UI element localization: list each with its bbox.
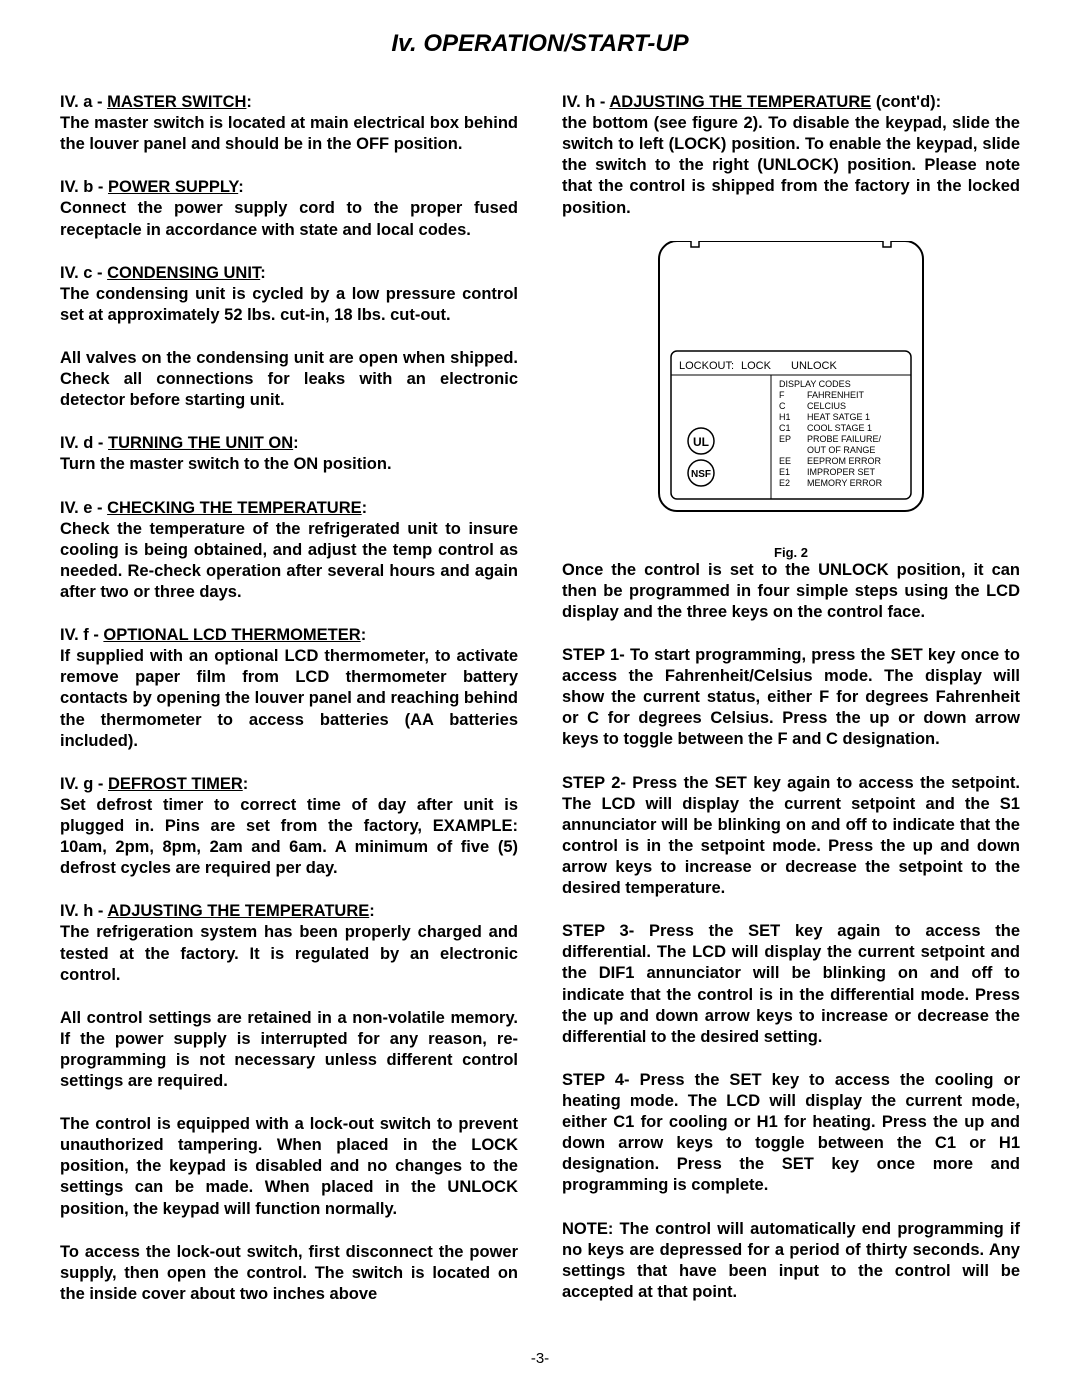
section-heading: IV. b - POWER SUPPLY: — [60, 177, 518, 198]
svg-text:COOL STAGE 1: COOL STAGE 1 — [807, 423, 872, 433]
section-body: Turn the master switch to the ON positio… — [60, 454, 518, 475]
section-heading: IV. d - TURNING THE UNIT ON: — [60, 433, 518, 454]
control-diagram: LOCKOUT: LOCK UNLOCK DISPLAY CODESF FAHRENHE… — [641, 241, 941, 531]
section-title: MASTER SWITCH — [107, 93, 246, 111]
paragraph: STEP 2- Press the SET key again to acces… — [562, 773, 1020, 900]
section: IV. e - CHECKING THE TEMPERATURE:Check t… — [60, 498, 518, 604]
section: IV. b - POWER SUPPLY:Connect the power s… — [60, 177, 518, 240]
paragraph: STEP 1- To start programming, press the … — [562, 645, 1020, 751]
svg-text:EP: EP — [779, 434, 791, 444]
svg-text:UL: UL — [693, 435, 709, 449]
section-id: IV. e - — [60, 499, 107, 517]
svg-text:F: F — [779, 390, 785, 400]
svg-text:C1: C1 — [779, 423, 791, 433]
section-body: The control is equipped with a lock-out … — [60, 1114, 518, 1220]
section-title: OPTIONAL LCD THERMOMETER — [103, 626, 360, 644]
section-body: To access the lock-out switch, first dis… — [60, 1242, 518, 1305]
section: IV. a - MASTER SWITCH:The master switch … — [60, 92, 518, 155]
page-number: -3- — [0, 1350, 1080, 1367]
section-id: IV. b - — [60, 178, 108, 196]
section: IV. c - CONDENSING UNIT:The condensing u… — [60, 263, 518, 326]
section-suffix: (cont'd): — [871, 93, 941, 111]
section-heading: IV. h - ADJUSTING THE TEMPERATURE: — [60, 901, 518, 922]
section-id: IV. h - — [60, 902, 107, 920]
two-column-layout: IV. a - MASTER SWITCH:The master switch … — [60, 92, 1020, 1327]
svg-text:E2: E2 — [779, 478, 790, 488]
paragraph: STEP 4- Press the SET key to access the … — [562, 1070, 1020, 1197]
section-heading: IV. c - CONDENSING UNIT: — [60, 263, 518, 284]
svg-text:CELCIUS: CELCIUS — [807, 401, 846, 411]
section-id: IV. f - — [60, 626, 103, 644]
section: All control settings are retained in a n… — [60, 1008, 518, 1092]
section-body: The condensing unit is cycled by a low p… — [60, 284, 518, 326]
svg-text:IMPROPER SET: IMPROPER SET — [807, 467, 876, 477]
svg-text:EE: EE — [779, 456, 791, 466]
paragraph: Once the control is set to the UNLOCK po… — [562, 560, 1020, 623]
section-id: IV. a - — [60, 93, 107, 111]
section-title: ADJUSTING THE TEMPERATURE — [609, 93, 871, 111]
section-id: IV. c - — [60, 264, 107, 282]
page-title: Iv. OPERATION/START-UP — [60, 30, 1020, 58]
section: IV. g - DEFROST TIMER:Set defrost timer … — [60, 774, 518, 880]
svg-text:E1: E1 — [779, 467, 790, 477]
section-body: Connect the power supply cord to the pro… — [60, 198, 518, 240]
svg-text:UNLOCK: UNLOCK — [791, 360, 838, 372]
section-title: ADJUSTING THE TEMPERATURE — [107, 902, 369, 920]
section-title: CONDENSING UNIT — [107, 264, 260, 282]
section: IV. h - ADJUSTING THE TEMPERATURE (cont'… — [562, 92, 1020, 219]
svg-text:MEMORY ERROR: MEMORY ERROR — [807, 478, 883, 488]
figure-caption: Fig. 2 — [562, 545, 1020, 560]
svg-text:OUT OF RANGE: OUT OF RANGE — [807, 445, 875, 455]
section-title: POWER SUPPLY — [108, 178, 238, 196]
section-body: The master switch is located at main ele… — [60, 113, 518, 155]
section-body: All control settings are retained in a n… — [60, 1008, 518, 1092]
section-heading: IV. g - DEFROST TIMER: — [60, 774, 518, 795]
section-body: the bottom (see figure 2). To disable th… — [562, 113, 1020, 219]
section-body: If supplied with an optional LCD thermom… — [60, 646, 518, 752]
section-body: Check the temperature of the refrigerate… — [60, 519, 518, 603]
section: To access the lock-out switch, first dis… — [60, 1242, 518, 1305]
svg-text:NSF: NSF — [691, 469, 711, 480]
paragraph: NOTE: The control will automatically end… — [562, 1219, 1020, 1303]
svg-text:EEPROM ERROR: EEPROM ERROR — [807, 456, 882, 466]
section: IV. d - TURNING THE UNIT ON:Turn the mas… — [60, 433, 518, 475]
section: All valves on the condensing unit are op… — [60, 348, 518, 411]
section-body: Set defrost timer to correct time of day… — [60, 795, 518, 879]
svg-text:LOCK: LOCK — [741, 360, 772, 372]
section-title: DEFROST TIMER — [108, 775, 243, 793]
section-heading: IV. h - ADJUSTING THE TEMPERATURE (cont'… — [562, 92, 1020, 113]
section-heading: IV. f - OPTIONAL LCD THERMOMETER: — [60, 625, 518, 646]
section: IV. f - OPTIONAL LCD THERMOMETER:If supp… — [60, 625, 518, 752]
svg-text:PROBE FAILURE/: PROBE FAILURE/ — [807, 434, 882, 444]
section-body: The refrigeration system has been proper… — [60, 922, 518, 985]
section-id: IV. g - — [60, 775, 108, 793]
section-heading: IV. a - MASTER SWITCH: — [60, 92, 518, 113]
left-column: IV. a - MASTER SWITCH:The master switch … — [60, 92, 518, 1327]
svg-text:LOCKOUT:: LOCKOUT: — [679, 360, 734, 372]
section-title: TURNING THE UNIT ON — [108, 434, 293, 452]
svg-text:H1: H1 — [779, 412, 791, 422]
svg-text:FAHRENHEIT: FAHRENHEIT — [807, 390, 865, 400]
figure-2: LOCKOUT: LOCK UNLOCK DISPLAY CODESF FAHRENHE… — [562, 241, 1020, 531]
right-column: IV. h - ADJUSTING THE TEMPERATURE (cont'… — [562, 92, 1020, 1327]
section-title: CHECKING THE TEMPERATURE — [107, 499, 362, 517]
section-body: All valves on the condensing unit are op… — [60, 348, 518, 411]
paragraph: STEP 3- Press the SET key again to acces… — [562, 921, 1020, 1048]
section-heading: IV. e - CHECKING THE TEMPERATURE: — [60, 498, 518, 519]
section-id: IV. d - — [60, 434, 108, 452]
svg-text:HEAT SATGE 1: HEAT SATGE 1 — [807, 412, 870, 422]
section: IV. h - ADJUSTING THE TEMPERATURE:The re… — [60, 901, 518, 985]
section-id: IV. h - — [562, 93, 609, 111]
svg-text:C: C — [779, 401, 786, 411]
section: The control is equipped with a lock-out … — [60, 1114, 518, 1220]
svg-text:DISPLAY CODES: DISPLAY CODES — [779, 379, 851, 389]
